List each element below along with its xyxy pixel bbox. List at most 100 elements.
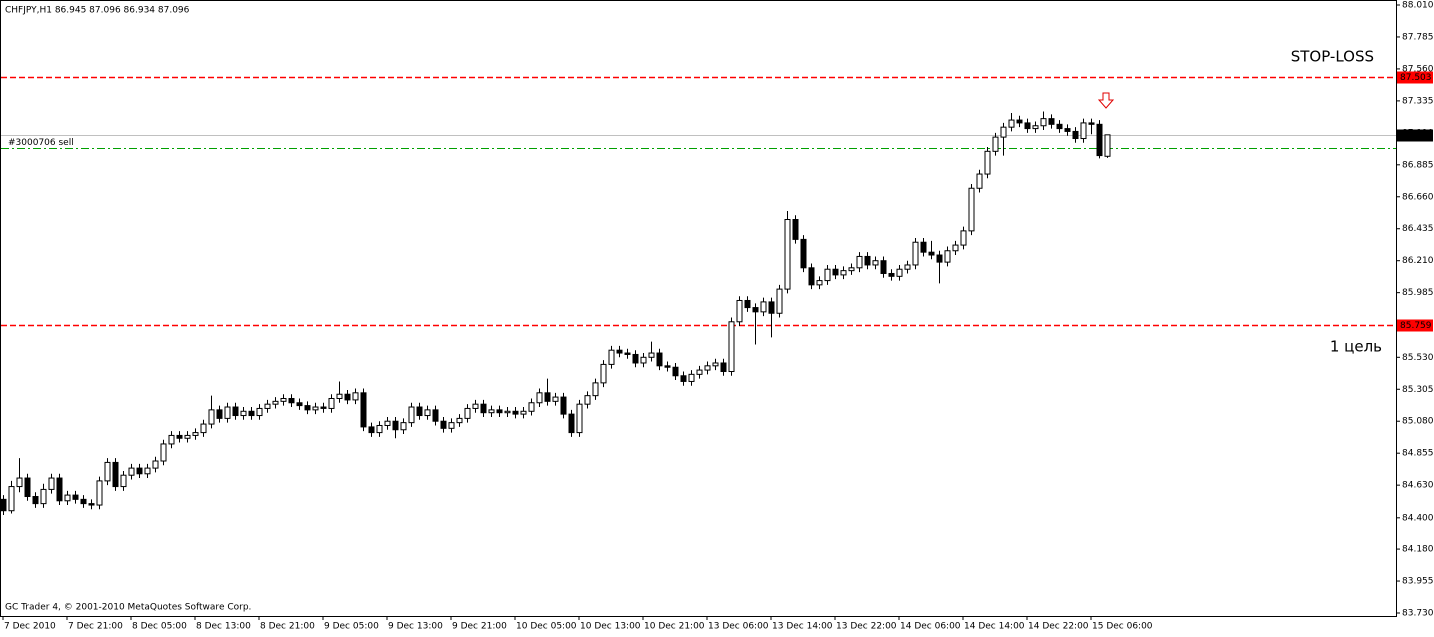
candle-body [712, 362, 719, 367]
candle-body [456, 417, 463, 424]
x-tick-label: 13 Dec 22:00 [836, 622, 897, 632]
y-tick-label: 86.660 [1402, 192, 1434, 202]
candle-body [208, 409, 215, 425]
candle-body [368, 426, 375, 434]
candle-body [760, 301, 767, 313]
level-tag [1397, 129, 1433, 142]
candle-body [632, 353, 639, 364]
y-tick-label: 84.855 [1402, 449, 1434, 459]
y-tick-label: 85.985 [1402, 288, 1434, 298]
candle-body [136, 467, 143, 475]
candle-body [8, 486, 15, 512]
candle-body [1064, 128, 1071, 132]
y-tick-label: 87.560 [1402, 64, 1434, 74]
candle-body [848, 267, 855, 272]
candle-body [832, 268, 839, 276]
candle-body [304, 405, 311, 411]
candle-body [904, 264, 911, 270]
candle-body [64, 494, 71, 502]
candle-body [960, 230, 967, 246]
chart-info: CHFJPY,H1 86.945 87.096 86.934 87.096 [5, 6, 190, 16]
y-tick-label: 85.530 [1402, 353, 1434, 363]
candle-body [344, 393, 351, 401]
plot-frame [0, 0, 1397, 617]
candle-body [1024, 122, 1031, 130]
annotation: STOP-LOSS [1291, 48, 1374, 66]
candle-body [856, 255, 863, 269]
candle-body [1056, 123, 1063, 130]
x-tick-label: 13 Dec 14:00 [772, 622, 833, 632]
candle-body [640, 356, 647, 364]
candle-body [448, 422, 455, 429]
y-tick-label: 88.010 [1402, 1, 1434, 11]
candle-body [496, 409, 503, 414]
y-tick-label: 87.335 [1402, 96, 1434, 106]
candle-body [504, 410, 511, 414]
sell-arrow [1097, 92, 1115, 109]
candle-body [256, 407, 263, 417]
candle-body [560, 396, 567, 415]
candle-body [432, 409, 439, 422]
candle-body [600, 363, 607, 384]
candle-body [656, 352, 663, 367]
candle-body [464, 407, 471, 419]
candle-body [120, 474, 127, 488]
candle-body [584, 395, 591, 405]
candle-body [688, 373, 695, 382]
candle-body [232, 406, 239, 417]
y-tick-label: 86.885 [1402, 160, 1434, 170]
candle-body [400, 422, 407, 431]
y-tick-label: 85.080 [1402, 417, 1434, 427]
candle-body [720, 362, 727, 373]
candle-body [944, 250, 951, 263]
x-tick-label: 14 Dec 22:00 [1028, 622, 1089, 632]
candle-body [360, 392, 367, 428]
x-tick-label: 13 Dec 06:00 [708, 622, 769, 632]
candle-body [88, 503, 95, 506]
candle-body [160, 443, 167, 462]
annotation: 1 цель [1330, 338, 1382, 356]
x-tick-label: 10 Dec 21:00 [644, 622, 705, 632]
candle-body [664, 365, 671, 368]
candle-body [248, 410, 255, 417]
candle-body [1040, 118, 1047, 127]
candle-body [416, 406, 423, 417]
x-tick-label: 7 Dec 2010 [4, 622, 56, 632]
candle-body [152, 460, 159, 469]
candle-body [328, 397, 335, 409]
candle-body [240, 410, 247, 417]
candle-body [1088, 122, 1095, 125]
x-tick-label: 7 Dec 21:00 [68, 622, 123, 632]
candle-body [592, 382, 599, 397]
level-tag-label: 87.096 [1400, 131, 1432, 141]
candle-body [472, 403, 479, 409]
candle-body [40, 488, 47, 505]
candle-body [896, 268, 903, 277]
candle-body [608, 349, 615, 365]
candle-body [376, 424, 383, 434]
candle-body [816, 280, 823, 286]
candle-body [1008, 119, 1015, 128]
candle-body [184, 434, 191, 439]
candle-body [768, 301, 775, 314]
candle-body [736, 299, 743, 323]
footer: GC Trader 4, © 2001-2010 MetaQuotes Soft… [5, 603, 251, 613]
candle-body [648, 352, 655, 358]
candle-body [224, 406, 231, 419]
candle-body [72, 494, 79, 500]
y-tick-label: 86.435 [1402, 224, 1434, 234]
candle-body [824, 268, 831, 282]
candle-body [728, 321, 735, 373]
candle-body [144, 467, 151, 475]
x-tick-label: 8 Dec 21:00 [260, 622, 315, 632]
candle-body [680, 375, 687, 382]
candle-body [552, 396, 559, 402]
candle-body [216, 409, 223, 419]
candle-body [112, 461, 119, 488]
candle-body [616, 349, 623, 354]
y-tick-label: 84.400 [1402, 513, 1434, 523]
level-tag [1397, 319, 1433, 332]
candle-body [424, 409, 431, 417]
candle-body [1096, 123, 1103, 157]
candle-body [576, 403, 583, 434]
